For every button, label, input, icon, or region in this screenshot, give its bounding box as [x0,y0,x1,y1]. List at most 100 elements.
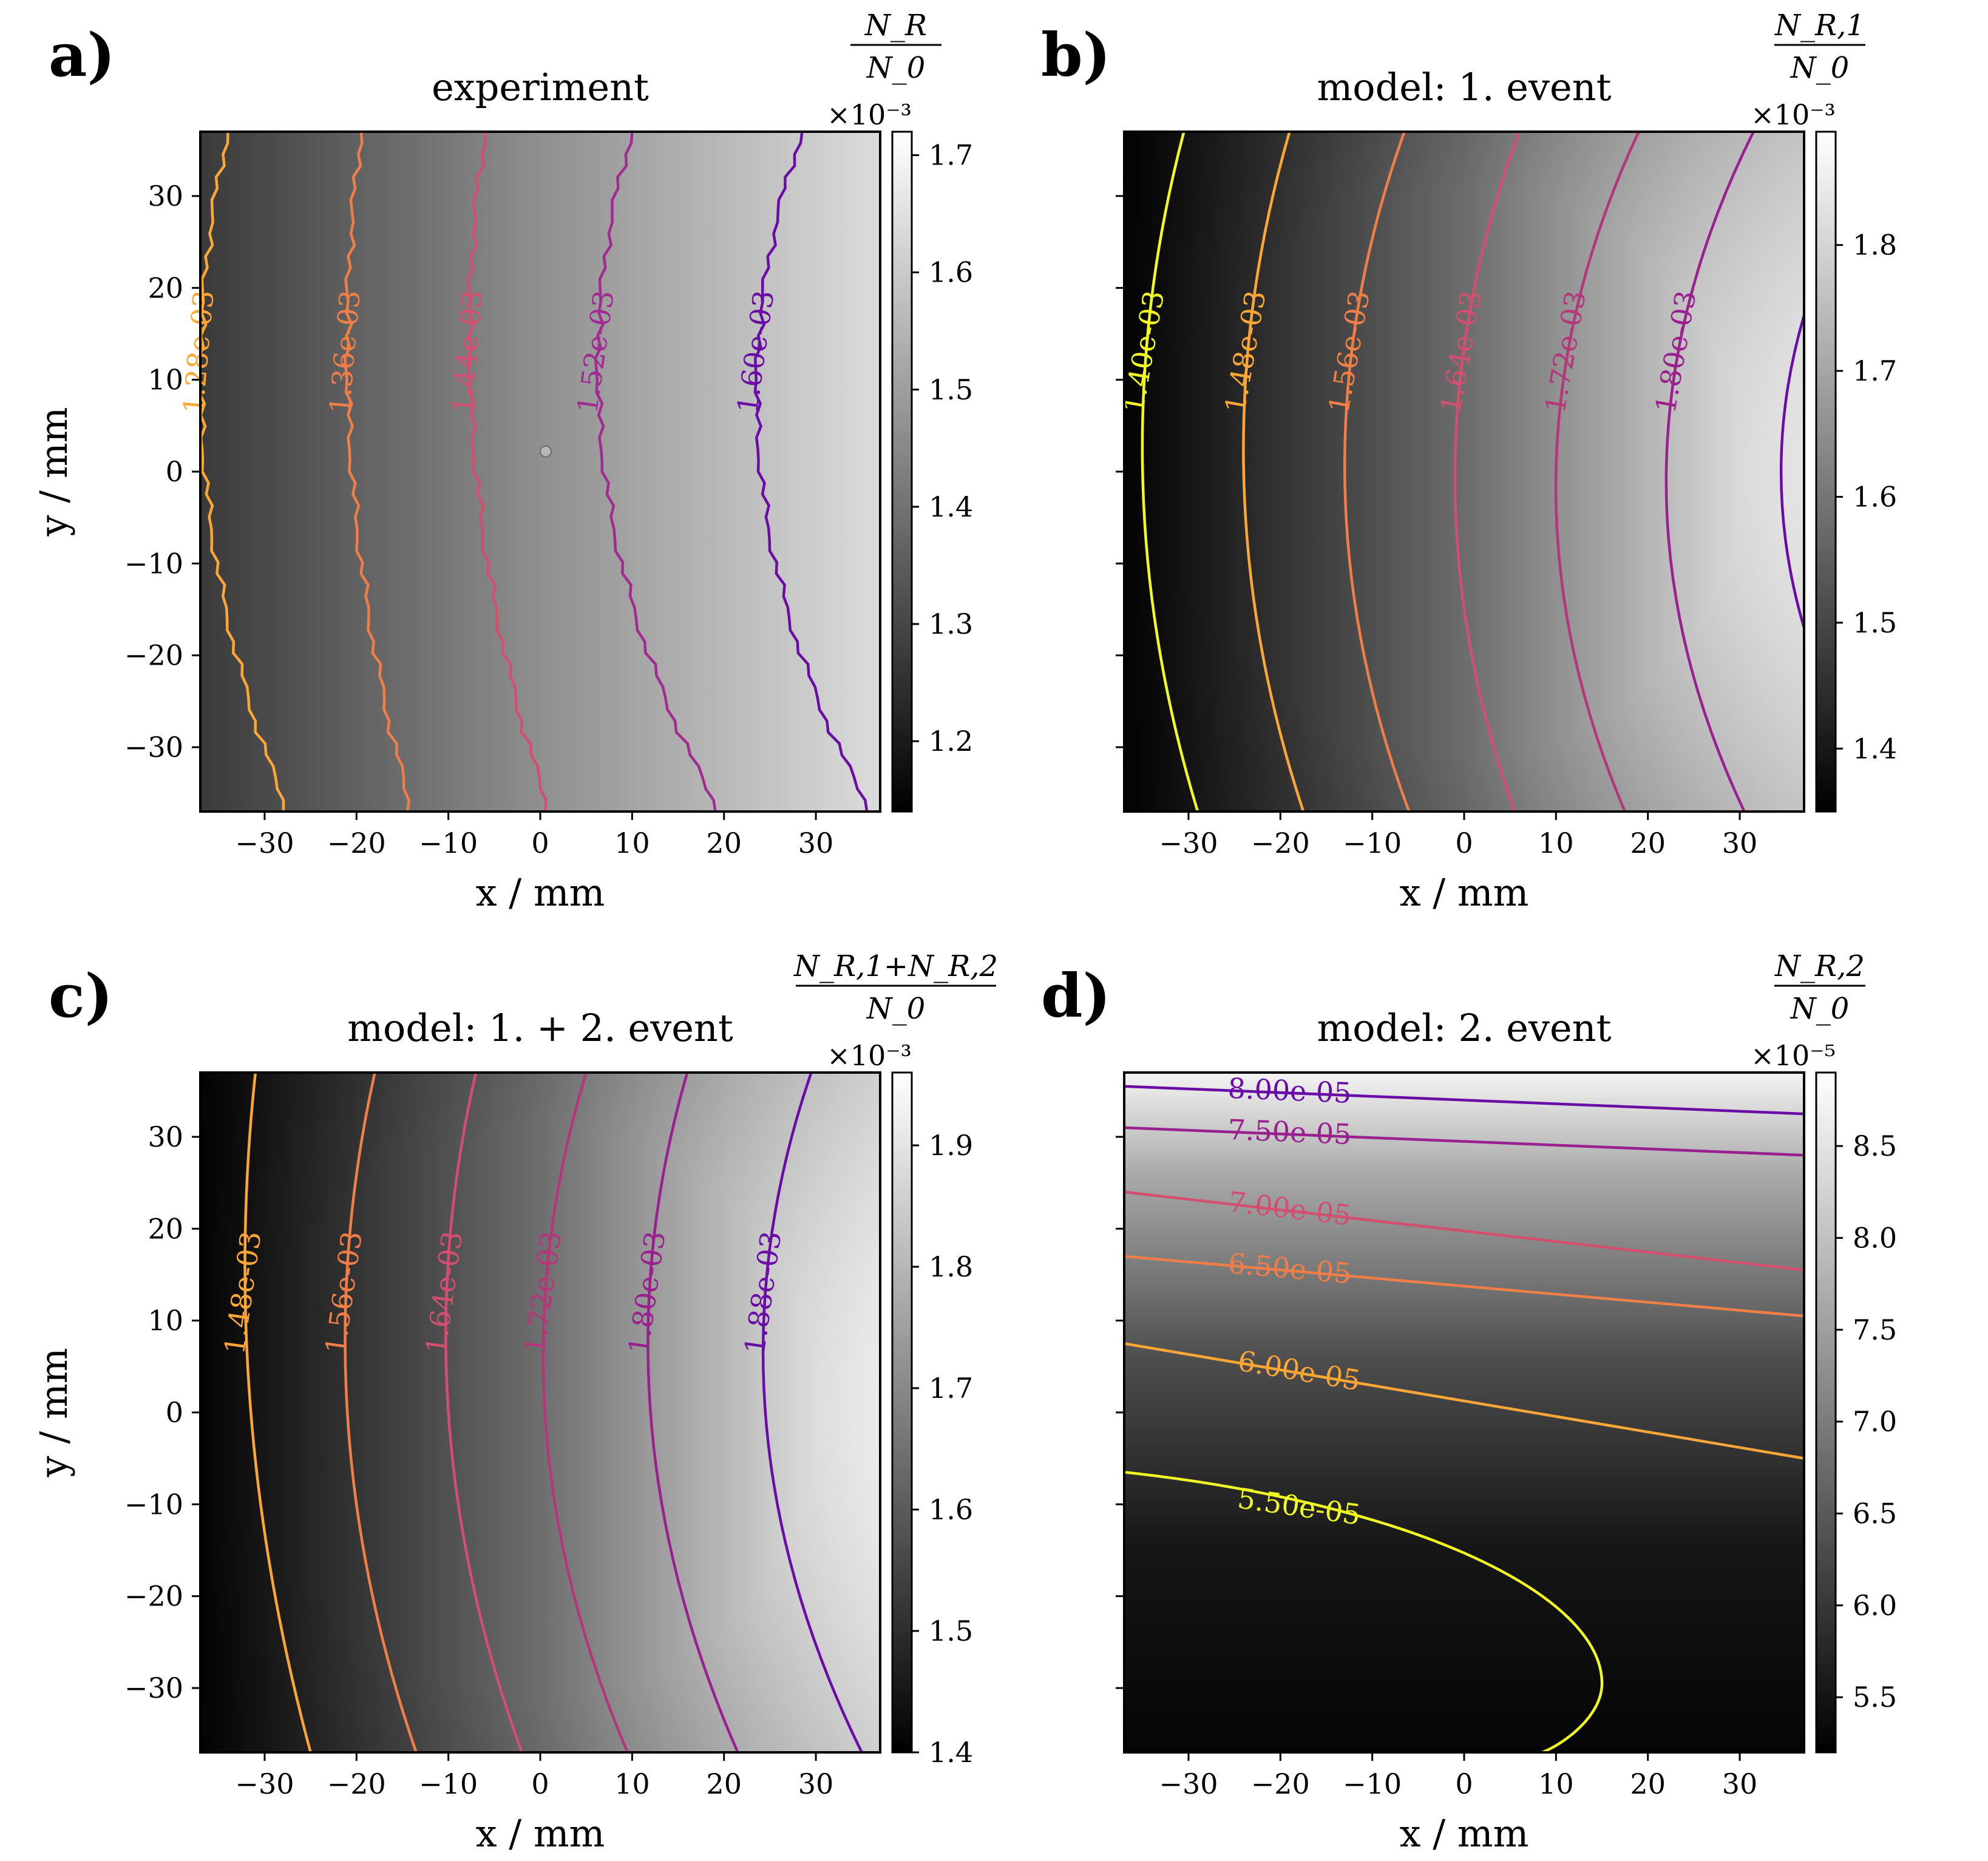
y-tick-label: 20 [148,271,183,304]
x-tick-label: 10 [1538,1768,1574,1800]
x-tick-label: 10 [614,827,650,859]
x-tick-label: 0 [1455,827,1473,859]
colorbar [1815,131,1837,813]
contour-label: 8.00e-05 [1227,1072,1352,1110]
contour-group [200,132,869,812]
colorbar-tick-label: 1.2 [929,725,973,758]
x-tick-label: −30 [235,1768,294,1800]
x-tick-label: 30 [1722,827,1758,859]
contour-line [1242,132,1305,812]
contour-line [466,132,548,812]
colorbar-tick-label: 1.4 [1853,732,1897,765]
x-tick-label: −10 [419,827,478,859]
x-tick-label: −30 [235,827,294,859]
x-tick-label: 20 [1630,827,1666,859]
colorbar-scale: ×10⁻³ [1751,98,1836,131]
colorbar-tick-label: 6.0 [1853,1589,1897,1622]
x-tick-label: 0 [531,1768,549,1800]
panel-label: c) [49,961,113,1031]
contour-line [1554,132,1640,812]
contour-line [761,1073,863,1752]
x-tick-label: 30 [1722,1768,1758,1800]
panel-a: 1.28e-03 1.36e-03 1.44e-03 1.52e-03 1.60e-03… [32,8,973,915]
colorbar-tick-label: 7.5 [1853,1314,1897,1346]
contour-line [1124,1190,1804,1272]
contour-line [343,132,410,812]
x-tick-label: −20 [327,1768,386,1800]
y-axis-label: y / mm [32,1348,76,1478]
colorbar-tick-label: 1.3 [929,608,973,640]
colorbar-scale: ×10⁻³ [827,98,912,131]
x-axis-label: x / mm [1400,1811,1529,1856]
colorbar-tick-label: 8.5 [1853,1130,1897,1162]
contour-line [1124,1342,1804,1460]
panel-title: model: 2. event [1317,1006,1611,1050]
contour-line [1141,132,1199,812]
sample-defect [540,445,552,458]
x-tick-label: 30 [798,1768,834,1800]
colorbar-tick-label: 1.9 [929,1129,973,1162]
x-tick-label: 10 [1538,827,1574,859]
panel-title: model: 1. event [1317,65,1611,109]
x-tick-label: 0 [531,827,549,859]
colorbar-scale: ×10⁻⁵ [1751,1039,1836,1072]
colorbar-tick-label: 1.8 [1853,229,1897,262]
contour-line [1124,1255,1804,1318]
colorbar-tick-label: 1.6 [1853,480,1897,513]
y-tick-label: −30 [124,731,183,764]
x-tick-label: −20 [327,827,386,859]
contour-label: 7.50e-05 [1227,1113,1352,1151]
panel-label: d) [1041,961,1111,1031]
x-tick-label: −10 [419,1768,478,1800]
y-tick-label: −10 [124,547,183,580]
colorbar-label-denominator: N_0 [866,51,926,85]
x-tick-label: 20 [706,827,742,859]
x-tick-label: −10 [1343,1768,1402,1800]
contour-line [541,1073,629,1752]
colorbar [1815,1071,1837,1754]
contour-line [444,1073,523,1752]
colorbar-tick-label: 1.7 [929,1372,973,1405]
colorbar-tick-label: 1.4 [929,1736,973,1769]
panel-b: 1.40e-03 1.48e-03 1.56e-03 1.64e-03 1.72e-03… [1041,8,1897,915]
contour-line [1124,1085,1804,1116]
contour-line [1343,132,1411,812]
contour-group [243,1073,863,1752]
heatmap-image [200,132,880,812]
contour-line [594,132,717,812]
contour-group [1124,1085,1804,1752]
colorbar-label-numerator: N_R,1+N_R,2 [793,949,998,983]
colorbar-tick-label: 6.5 [1853,1497,1897,1530]
contour-line [200,132,285,812]
colorbar [891,1071,913,1754]
heatmap-shading [200,1073,880,1752]
contour-group [1141,132,1804,812]
x-axis-label: x / mm [476,870,605,915]
colorbar-tick-label: 7.0 [1853,1405,1897,1438]
colorbar-tick-label: 1.5 [1853,606,1897,639]
colorbar-label-numerator: N_R,1 [1774,8,1865,42]
x-tick-label: 20 [1630,1768,1666,1800]
colorbar-tick-label: 1.7 [1853,354,1897,387]
contour-line [1453,132,1521,812]
x-tick-label: 0 [1455,1768,1473,1800]
y-axis-label: y / mm [32,407,76,537]
y-tick-label: −10 [124,1488,183,1520]
colorbar-tick-label: 1.7 [929,139,973,172]
contour-line [243,1073,312,1752]
panel-c: 1.48e-03 1.56e-03 1.64e-03 1.72e-03 1.80e-03… [32,949,998,1856]
colorbar-label-denominator: N_0 [1790,51,1850,85]
heatmap-image [1124,1073,1804,1752]
panel-label: a) [49,21,115,90]
y-tick-label: −30 [124,1672,183,1704]
colorbar-label-denominator: N_0 [866,992,926,1026]
panel-d: 8.00e-057.50e-057.00e-056.50e-056.00e-05… [1041,949,1897,1856]
colorbar-tick-label: 5.5 [1853,1681,1897,1714]
y-tick-label: 0 [166,1396,183,1429]
y-tick-label: 10 [148,1304,183,1337]
x-tick-label: −30 [1159,1768,1218,1800]
y-tick-label: 20 [148,1212,183,1245]
panel-title: model: 1. + 2. event [347,1006,733,1050]
colorbar-tick-label: 1.5 [929,1615,973,1647]
